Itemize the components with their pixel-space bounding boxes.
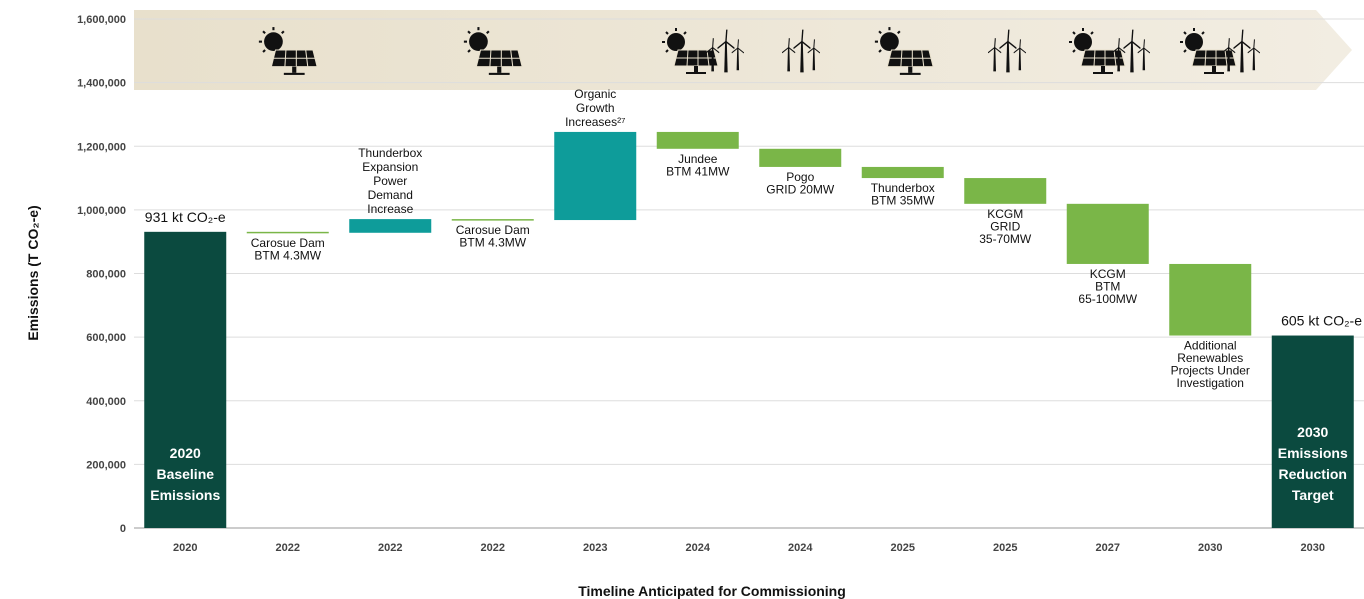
bar xyxy=(554,131,637,221)
x-axis-title: Timeline Anticipated for Commissioning xyxy=(578,583,846,599)
bar-label-line: 65-100MW xyxy=(1078,292,1137,306)
y-tick-label: 1,200,000 xyxy=(77,141,126,153)
bar xyxy=(1066,203,1149,264)
bar xyxy=(451,219,534,221)
bar-label-line: Baseline xyxy=(156,466,214,482)
bar-label-line: GRID 20MW xyxy=(766,182,835,196)
bar-label-line: Target xyxy=(1292,487,1334,503)
bar-label-line: Demand xyxy=(368,188,413,202)
bar-label-line: Carosue Dam xyxy=(456,223,530,237)
bar-label-line: 2030 xyxy=(1297,424,1328,440)
bar-label-line: BTM 4.3MW xyxy=(254,248,321,262)
bar xyxy=(1169,263,1252,336)
bar xyxy=(964,178,1047,204)
bar-label: Thunderbox BTM 35MW xyxy=(871,181,935,208)
bar-label: KCGM GRID 35-70MW xyxy=(979,207,1032,246)
y-tick-label: 1,400,000 xyxy=(77,78,126,90)
bar-label-line: BTM xyxy=(1095,279,1120,293)
bar-label: Jundee BTM 41MW xyxy=(666,152,730,179)
bar xyxy=(1271,335,1354,528)
bar-label-line: Increases²⁷ xyxy=(565,115,625,129)
bar-label-line: Thunderbox xyxy=(871,181,935,195)
bar-label-line: 35-70MW xyxy=(979,232,1032,246)
bar-label-line: Growth xyxy=(576,101,615,115)
value-label: 931 kt CO₂-e xyxy=(145,209,226,225)
x-tick-label: 2027 xyxy=(1096,542,1120,554)
bar-label-line: BTM 35MW xyxy=(871,194,935,208)
y-tick-label: 200,000 xyxy=(86,459,126,471)
bar-label-line: Thunderbox xyxy=(358,146,422,160)
bar-label-line: Carosue Dam xyxy=(251,236,325,250)
bar-label: Carosue Dam BTM 4.3MW xyxy=(251,236,325,263)
x-tick-label: 2024 xyxy=(788,542,813,554)
bar-label-line: Emissions xyxy=(1278,445,1348,461)
bar xyxy=(861,166,944,179)
bar-label-line: Investigation xyxy=(1177,376,1244,390)
timeline-banner xyxy=(134,10,1352,90)
x-tick-label: 2022 xyxy=(378,542,402,554)
x-tick-label: 2020 xyxy=(173,542,197,554)
bar-label-line: Additional xyxy=(1184,339,1237,353)
bar-label-line: Expansion xyxy=(362,160,418,174)
bar xyxy=(246,231,329,234)
y-axis-title: Emissions (T CO₂-e) xyxy=(25,205,41,340)
x-tick-label: 2030 xyxy=(1301,542,1325,554)
y-tick-label: 1,600,000 xyxy=(77,14,126,26)
bar-label-line: Jundee xyxy=(678,152,718,166)
bar-label-line: Increase xyxy=(367,202,413,216)
bar-label-line: Emissions xyxy=(150,487,220,503)
bar-label-line: GRID xyxy=(990,219,1020,233)
x-tick-label: 2030 xyxy=(1198,542,1222,554)
bar xyxy=(349,219,432,233)
bar-label: Organic Growth Increases²⁷ xyxy=(565,87,625,129)
bar-label-line: Pogo xyxy=(786,170,814,184)
y-tick-label: 400,000 xyxy=(86,396,126,408)
y-tick-label: 1,000,000 xyxy=(77,205,126,217)
y-tick-label: 600,000 xyxy=(86,332,126,344)
bar-label: Thunderbox Expansion Power Demand Increase xyxy=(358,146,422,216)
bar-label: 2020 Baseline Emissions xyxy=(150,445,220,503)
bar-label-line: KCGM xyxy=(1090,267,1126,281)
bar-label-line: Power xyxy=(373,174,407,188)
bar-label-line: Projects Under xyxy=(1171,364,1250,378)
bar-label: Pogo GRID 20MW xyxy=(766,170,835,197)
bar-label-line: BTM 4.3MW xyxy=(459,236,526,250)
bar-label-line: KCGM xyxy=(987,207,1023,221)
bar-label: KCGM BTM 65-100MW xyxy=(1078,267,1137,306)
bar-label: Carosue Dam BTM 4.3MW xyxy=(456,223,530,250)
bar-label-line: Organic xyxy=(574,87,616,101)
x-tick-label: 2022 xyxy=(481,542,505,554)
x-tick-label: 2023 xyxy=(583,542,607,554)
bar xyxy=(759,148,842,167)
bar-label-line: Reduction xyxy=(1279,466,1347,482)
value-label: 605 kt CO₂-e xyxy=(1281,313,1362,329)
bar xyxy=(144,231,227,528)
bar-label-line: BTM 41MW xyxy=(666,164,730,178)
bar-label: 2030 Emissions Reduction Target xyxy=(1278,424,1348,503)
x-tick-label: 2022 xyxy=(276,542,300,554)
y-tick-label: 0 xyxy=(120,523,126,535)
bar-label-line: 2020 xyxy=(170,445,201,461)
x-tick-label: 2024 xyxy=(686,542,711,554)
bar-label: Additional Renewables Projects Under Invest… xyxy=(1171,339,1250,391)
x-tick-label: 2025 xyxy=(891,542,915,554)
bar-label-line: Renewables xyxy=(1177,351,1243,365)
y-tick-label: 800,000 xyxy=(86,269,126,281)
bar xyxy=(656,131,739,149)
x-tick-label: 2025 xyxy=(993,542,1017,554)
